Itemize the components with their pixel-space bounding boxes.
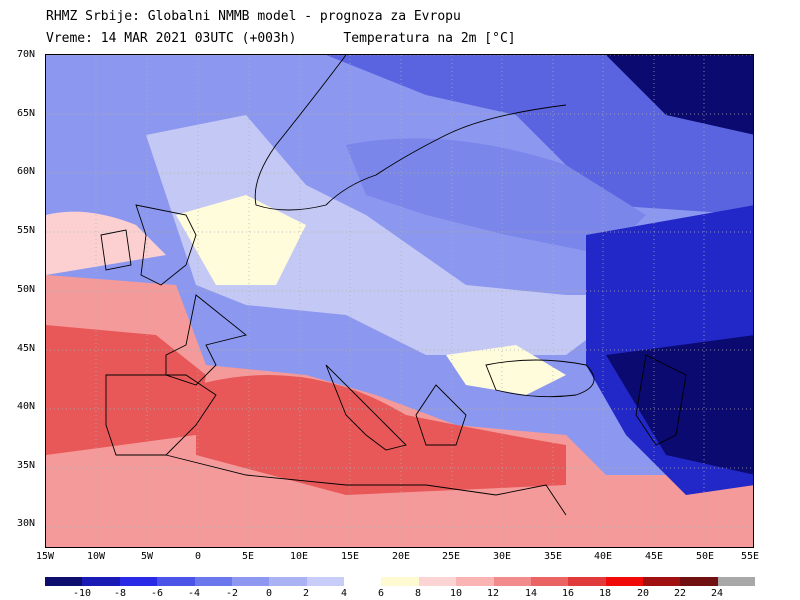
colorbar-swatch bbox=[119, 577, 158, 586]
lon-label: 5W bbox=[140, 551, 154, 562]
great-britain bbox=[135, 204, 197, 286]
colorbar-label: -8 bbox=[113, 588, 127, 599]
colorbar-swatch bbox=[157, 577, 195, 586]
lat-label: 65N bbox=[17, 108, 36, 119]
colorbar-label: 16 bbox=[561, 588, 575, 599]
ireland bbox=[100, 229, 132, 271]
lon-label: 10W bbox=[86, 551, 106, 562]
colorbar-swatch bbox=[381, 577, 419, 586]
colorbar-swatch bbox=[530, 577, 569, 586]
lon-label: 5E bbox=[241, 551, 255, 562]
lon-label: 50E bbox=[695, 551, 715, 562]
lon-label: 25E bbox=[441, 551, 461, 562]
lon-label: 30E bbox=[492, 551, 512, 562]
colorbar-label: 0 bbox=[265, 588, 273, 599]
north-africa-coast bbox=[165, 454, 567, 516]
lat-label: 30N bbox=[17, 518, 36, 529]
colorbar-swatch bbox=[418, 577, 457, 586]
colorbar-swatch bbox=[568, 577, 606, 586]
lon-label: 10E bbox=[289, 551, 309, 562]
lon-label: 55E bbox=[740, 551, 760, 562]
lon-label: 15E bbox=[340, 551, 360, 562]
caspian-sea bbox=[635, 354, 687, 446]
lon-label: 20E bbox=[391, 551, 411, 562]
colorbar-swatch bbox=[493, 577, 531, 586]
lon-label: 35E bbox=[543, 551, 563, 562]
colorbar-label: 10 bbox=[449, 588, 463, 599]
warm-south-field bbox=[46, 275, 753, 547]
colorbar-swatch bbox=[194, 577, 232, 586]
colorbar-swatch bbox=[45, 577, 83, 586]
mediterranean-warm-field bbox=[196, 375, 566, 495]
lon-label: 0 bbox=[194, 551, 202, 562]
central-europe-cool-field bbox=[146, 115, 646, 355]
colorbar-swatch bbox=[231, 577, 270, 586]
temperature-map bbox=[45, 54, 754, 548]
forecast-time-and-variable: Vreme: 14 MAR 2021 03UTC (+003h) Tempera… bbox=[46, 31, 516, 46]
colorbar-label: 4 bbox=[340, 588, 348, 599]
lon-label: 45E bbox=[644, 551, 664, 562]
lon-label: 40E bbox=[593, 551, 613, 562]
colorbar-label: 8 bbox=[414, 588, 422, 599]
greece bbox=[415, 384, 467, 446]
mild-atlantic-field bbox=[46, 211, 166, 275]
lat-label: 60N bbox=[17, 166, 36, 177]
lat-label: 55N bbox=[17, 225, 36, 236]
north-sea-neutral-field bbox=[176, 195, 306, 285]
lat-label: 40N bbox=[17, 401, 36, 412]
scandinavia-cold-field bbox=[346, 138, 646, 255]
italy bbox=[325, 364, 407, 451]
colorbar-label: 20 bbox=[636, 588, 650, 599]
colorbar-label: 2 bbox=[302, 588, 310, 599]
france-atlantic-coast bbox=[165, 294, 247, 386]
colorbar-swatch bbox=[643, 577, 681, 586]
chart-title: RHMZ Srbije: Globalni NMMB model - progn… bbox=[46, 9, 461, 24]
coastlines bbox=[100, 55, 687, 516]
caucasus-frigid-field bbox=[606, 335, 753, 475]
lat-label: 45N bbox=[17, 343, 36, 354]
colorbar-swatch bbox=[306, 577, 344, 586]
colorbar-label: -6 bbox=[150, 588, 164, 599]
colorbar-swatch bbox=[605, 577, 643, 586]
norway-coast bbox=[254, 55, 567, 211]
colorbar-label: 18 bbox=[598, 588, 612, 599]
colorbar-label: -2 bbox=[225, 588, 239, 599]
colorbar-swatch bbox=[717, 577, 756, 586]
lon-label: 15W bbox=[35, 551, 55, 562]
map-canvas bbox=[46, 55, 753, 547]
iberian-peninsula bbox=[105, 374, 217, 456]
colorbar-swatch bbox=[269, 577, 307, 586]
colorbar-swatch bbox=[680, 577, 718, 586]
colorbar-swatch bbox=[82, 577, 120, 586]
lat-label: 50N bbox=[17, 284, 36, 295]
lat-label: 70N bbox=[17, 49, 36, 60]
colorbar-label: 6 bbox=[377, 588, 385, 599]
black-sea bbox=[485, 359, 595, 398]
colorbar-label: 14 bbox=[524, 588, 538, 599]
colorbar-swatch bbox=[456, 577, 494, 586]
colorbar-label: -10 bbox=[72, 588, 92, 599]
lat-label: 35N bbox=[17, 460, 36, 471]
colorbar-label: 24 bbox=[710, 588, 724, 599]
colorbar-label: 22 bbox=[673, 588, 687, 599]
colorbar-label: -4 bbox=[187, 588, 201, 599]
colorbar-swatch bbox=[344, 577, 382, 586]
arctic-frigid-field bbox=[606, 55, 753, 135]
balkan-neutral-field bbox=[446, 345, 566, 395]
temperature-colorbar bbox=[45, 577, 756, 586]
colorbar-label: 12 bbox=[486, 588, 500, 599]
